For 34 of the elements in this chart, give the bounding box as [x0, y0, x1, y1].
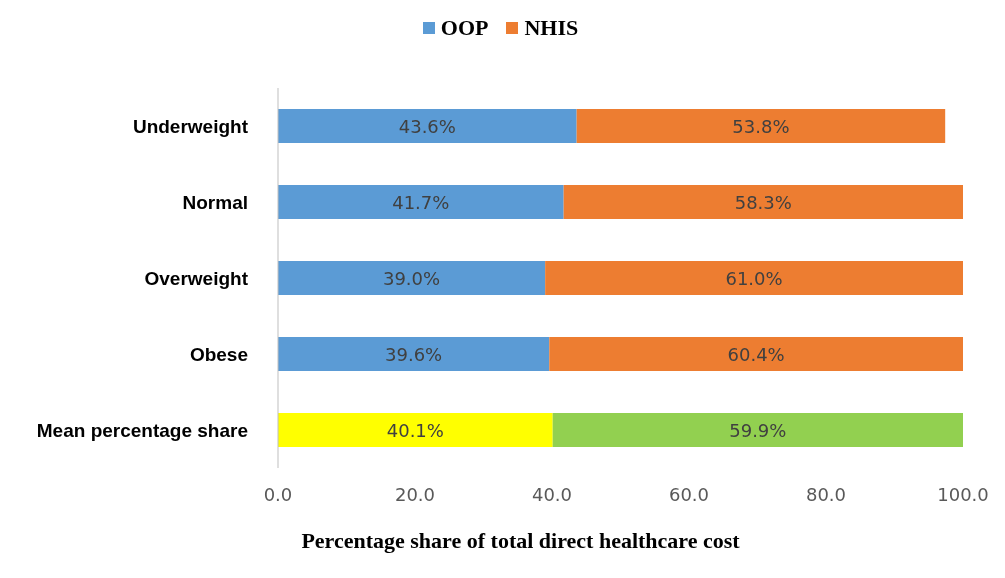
bar — [278, 337, 550, 371]
y-tick-label: Obese — [189, 343, 248, 365]
data-label: 53.8% — [732, 115, 790, 137]
bar — [576, 109, 946, 143]
data-label: 43.6% — [398, 115, 456, 137]
x-tick-label: 0.0 — [263, 483, 293, 505]
bar — [278, 261, 546, 295]
data-label: 58.3% — [734, 191, 792, 213]
data-label: 59.9% — [729, 419, 787, 441]
bar — [552, 413, 963, 447]
y-tick-label: Normal — [182, 191, 248, 213]
y-tick-label: Underweight — [132, 115, 249, 137]
data-label: 39.6% — [385, 343, 443, 365]
data-label: 61.0% — [725, 267, 783, 289]
data-label: 60.4% — [727, 343, 785, 365]
x-tick-label: 20.0 — [394, 483, 436, 505]
data-label: 40.1% — [386, 419, 444, 441]
bar — [278, 413, 553, 447]
legend-label: OOP — [440, 15, 489, 41]
x-axis-title: Percentage share of total direct healthcare cost — [300, 528, 741, 554]
x-tick-label: 100.0 — [937, 483, 989, 505]
bar — [549, 337, 963, 371]
x-tick-label: 60.0 — [668, 483, 710, 505]
bar — [545, 261, 963, 295]
legend-label: NHIS — [524, 15, 579, 41]
y-tick-label: Mean percentage share — [36, 419, 248, 441]
x-tick-label: 80.0 — [805, 483, 847, 505]
data-label: 39.0% — [382, 267, 441, 289]
bar — [278, 109, 577, 143]
x-tick-label: 40.0 — [531, 483, 573, 505]
y-tick-label: Overweight — [144, 267, 249, 289]
bar — [563, 185, 963, 219]
data-label: 41.7% — [392, 191, 450, 213]
bar — [278, 185, 564, 219]
